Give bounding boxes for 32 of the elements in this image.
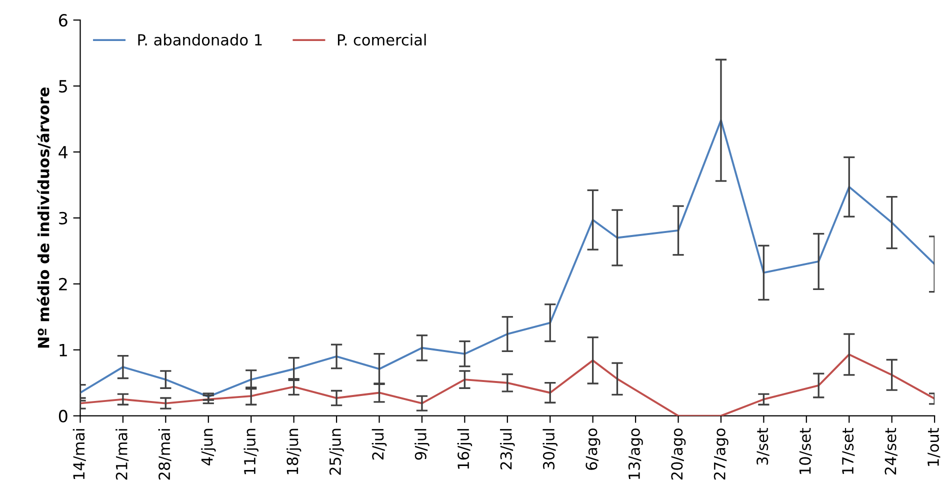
- x-tick-label: 17/set: [842, 428, 855, 474]
- y-tick-label: 0: [58, 410, 68, 422]
- x-tick-label: 14/mai: [72, 429, 86, 480]
- x-tick-label: 30/jul: [542, 429, 558, 470]
- x-tick-label: 1/out: [928, 428, 940, 466]
- x-tick-label: 28/mai: [158, 429, 172, 480]
- x-tick-label: 4/jun: [200, 428, 216, 466]
- x-tick-label: 10/set: [799, 428, 812, 474]
- x-tick-label: 21/mai: [116, 429, 129, 480]
- x-tick-label: 13/ago: [628, 428, 643, 479]
- y-tick-label: 2: [59, 278, 67, 290]
- x-tick-label: 6/ago: [586, 428, 600, 470]
- y-tick-label: 5: [59, 80, 67, 93]
- y-tick-label: 6: [58, 14, 68, 27]
- x-tick-label: 23/jul: [500, 429, 515, 470]
- x-tick-label: 9/jul: [414, 429, 430, 460]
- legend-label: P. comercial: [338, 34, 426, 46]
- x-tick-label: 18/jun: [286, 428, 302, 474]
- y-axis-title: Nº médio de indivíduos/árvore: [36, 88, 51, 348]
- x-tick-label: 24/set: [884, 428, 898, 474]
- x-tick-label: 20/ago: [671, 428, 686, 480]
- y-tick-label: 3: [59, 212, 68, 225]
- y-tick-label: 1: [60, 344, 67, 356]
- x-tick-label: 11/jun: [244, 428, 258, 474]
- x-tick-label: 3/set: [756, 428, 770, 465]
- legend-label: P. abandonado 1: [138, 34, 262, 46]
- x-tick-label: 25/jun: [329, 428, 344, 475]
- line-series: [80, 119, 935, 398]
- x-tick-label: 16/jul: [457, 429, 472, 469]
- x-tick-label: 27/ago: [714, 428, 728, 480]
- y-tick-label: 4: [58, 146, 68, 158]
- x-tick-label: 2/jul: [372, 429, 387, 460]
